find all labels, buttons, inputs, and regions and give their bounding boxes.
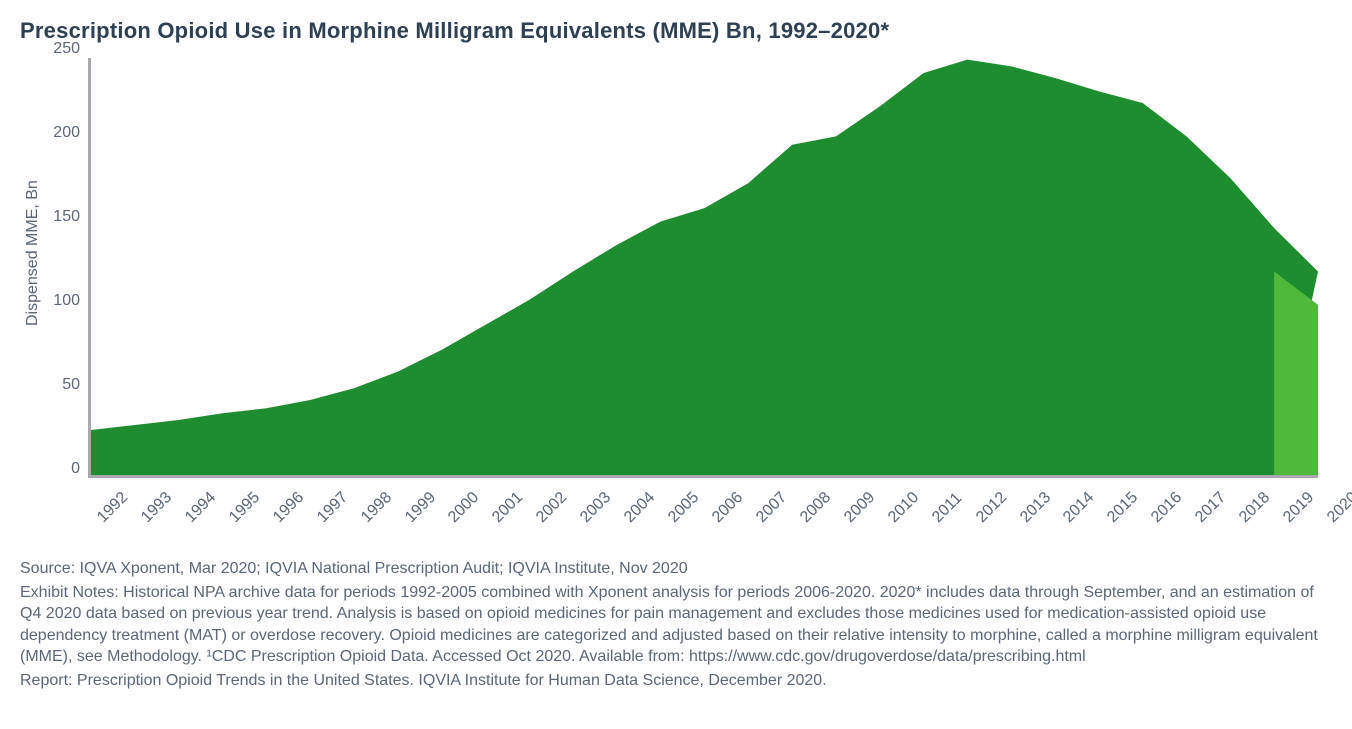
x-tick: 1993 [138,489,176,527]
x-tick: 1998 [358,489,396,527]
x-tick: 2013 [1017,489,1055,527]
x-tick: 2017 [1192,489,1230,527]
x-tick: 1995 [226,489,264,527]
x-tick: 2008 [797,489,835,527]
x-tick: 2001 [489,489,527,527]
x-tick: 1994 [182,489,220,527]
x-tick: 1999 [402,489,440,527]
x-tick: 2007 [753,489,791,527]
x-tick: 2003 [577,489,615,527]
area-svg [91,58,1318,475]
x-tick: 1997 [314,489,352,527]
area-series-historical [91,60,1318,475]
x-tick: 2019 [1280,489,1318,527]
notes-source: Source: IQVA Xponent, Mar 2020; IQVIA Na… [20,558,1332,580]
chart-title: Prescription Opioid Use in Morphine Mill… [20,18,1332,44]
x-tick: 2005 [665,489,703,527]
x-tick: 2000 [445,489,483,527]
plot-area [88,58,1318,478]
x-tick: 2014 [1060,489,1098,527]
x-tick: 2009 [841,489,879,527]
x-tick: 2011 [929,490,966,527]
x-tick: 1992 [94,489,132,527]
x-tick: 2016 [1148,489,1186,527]
x-tick: 2006 [709,489,747,527]
area-series-estimate2020 [1274,272,1318,475]
y-axis-label: Dispensed MME, Bn [20,58,42,478]
plot-row: Dispensed MME, Bn 250200150100500 [20,58,1332,478]
x-tick: 2004 [621,489,659,527]
x-tick: 2015 [1104,489,1142,527]
chart-container: Prescription Opioid Use in Morphine Mill… [0,0,1352,704]
x-tick: 2018 [1236,489,1274,527]
notes-exhibit: Exhibit Notes: Historical NPA archive da… [20,582,1332,668]
x-tick: 2012 [973,489,1011,527]
x-axis-ticks: 1992199319941995199619971998199920002001… [96,482,1326,546]
x-tick: 1996 [270,489,308,527]
x-tick: 2010 [885,489,923,527]
chart-notes: Source: IQVA Xponent, Mar 2020; IQVIA Na… [20,558,1332,692]
y-axis-ticks: 250200150100500 [42,58,88,478]
x-tick: 2020* [1324,484,1352,526]
x-tick: 2002 [533,489,571,527]
notes-report: Report: Prescription Opioid Trends in th… [20,670,1332,692]
